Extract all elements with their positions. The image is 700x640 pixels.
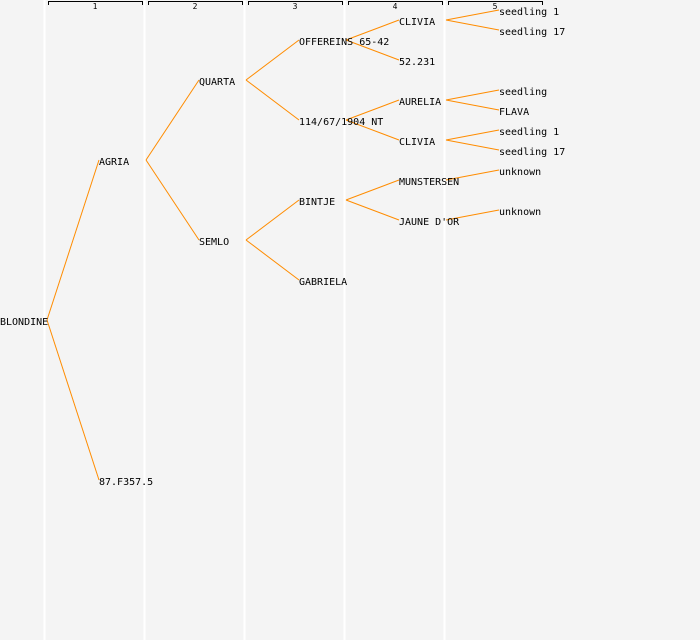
- pedigree-node-label: seedling 1: [499, 127, 559, 138]
- pedigree-link: [345, 99, 400, 121]
- pedigree-link: [445, 129, 500, 141]
- pedigree-link: [245, 199, 300, 241]
- pedigree-link: [445, 9, 500, 21]
- pedigree-node-label: JAUNE D'OR: [399, 217, 460, 228]
- pedigree-node-label: seedling 1: [499, 7, 559, 18]
- generation-bracket: [148, 1, 243, 5]
- generation-header: 5: [493, 2, 498, 11]
- pedigree-node-label: unknown: [499, 167, 541, 178]
- generation-header: 3: [293, 2, 298, 11]
- pedigree-link: [245, 39, 300, 81]
- pedigree-link: [245, 239, 300, 281]
- pedigree-link: [245, 79, 300, 121]
- pedigree-node-label: CLIVIA: [399, 17, 435, 28]
- pedigree-link: [345, 119, 400, 141]
- pedigree-link: [445, 19, 500, 31]
- pedigree-link: [445, 99, 500, 111]
- pedigree-node-label: unknown: [499, 207, 541, 218]
- generation-header: 2: [193, 2, 198, 11]
- pedigree-node-label: seedling: [499, 87, 547, 98]
- pedigree-node-label: BLONDINE: [0, 317, 48, 328]
- pedigree-node-label: 87.F357.5: [99, 477, 153, 488]
- generation-header: 1: [93, 2, 98, 11]
- pedigree-node-label: QUARTA: [199, 77, 235, 88]
- pedigree-link: [145, 79, 200, 161]
- pedigree-node-label: CLIVIA: [399, 137, 435, 148]
- pedigree-link: [345, 199, 400, 221]
- pedigree-node-label: BINTJE: [299, 197, 335, 208]
- pedigree-link: [445, 139, 500, 151]
- pedigree-node-label: 52.231: [399, 57, 435, 68]
- pedigree-node-label: AGRIA: [99, 157, 129, 168]
- generation-bracket: [348, 1, 443, 5]
- generation-bracket: [48, 1, 143, 5]
- pedigree-node-label: seedling 17: [499, 27, 565, 38]
- generation-header: 4: [393, 2, 398, 11]
- pedigree-link: [445, 209, 500, 221]
- pedigree-node-label: seedling 17: [499, 147, 565, 158]
- pedigree-link: [145, 159, 200, 241]
- pedigree-link: [345, 179, 400, 201]
- pedigree-link: [345, 19, 400, 41]
- pedigree-node-label: GABRIELA: [299, 277, 347, 288]
- generation-bracket: [448, 1, 543, 5]
- generation-bracket: [248, 1, 343, 5]
- pedigree-node-label: AURELIA: [399, 97, 441, 108]
- pedigree-node-label: 114/67/1904 NT: [299, 117, 383, 128]
- pedigree-link: [46, 319, 100, 481]
- pedigree-node-label: MUNSTERSEN: [399, 177, 459, 188]
- pedigree-link: [445, 169, 500, 181]
- pedigree-node-label: SEMLO: [199, 237, 229, 248]
- pedigree-link: [46, 159, 100, 321]
- pedigree-link: [345, 39, 400, 61]
- pedigree-link: [445, 89, 500, 101]
- pedigree-node-label: FLAVA: [499, 107, 529, 118]
- pedigree-node-label: OFFEREINS 65-42: [299, 37, 389, 48]
